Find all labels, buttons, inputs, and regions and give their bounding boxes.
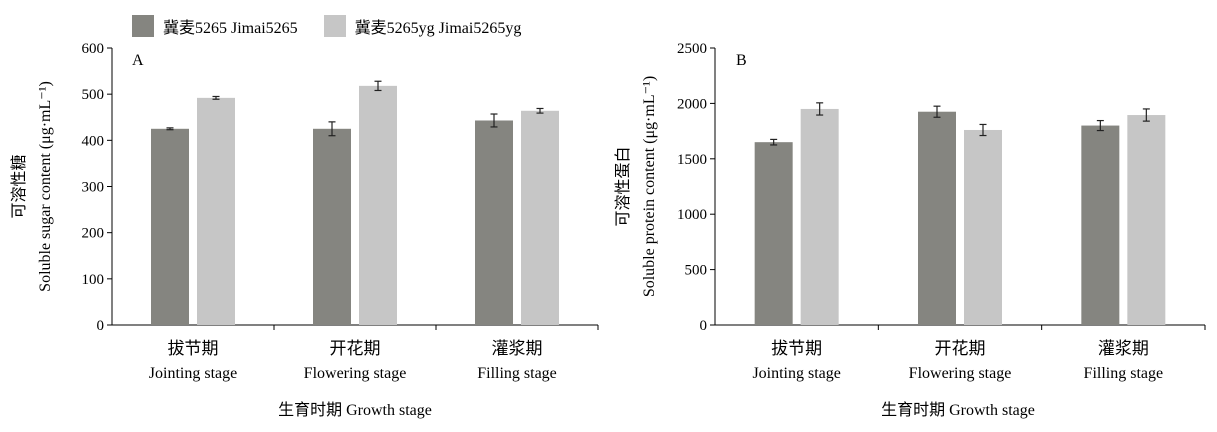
sugar-y-tick-label: 500: [82, 87, 105, 103]
protein-y-tick-label: 1500: [677, 152, 707, 168]
legend-swatch-jimai5265: [132, 15, 154, 37]
sugar-category-label-en: Jointing stage: [149, 365, 237, 382]
sugar-y-axis-title-en: Soluble sugar content (μg·mL⁻¹): [37, 81, 54, 292]
sugar-bar: [475, 120, 513, 326]
protein-y-tick-label: 2000: [677, 96, 707, 112]
sugar-category-label-zh: 开花期: [330, 339, 381, 358]
chart-legend: 冀麦5265 Jimai5265 冀麦5265yg Jimai5265yg: [132, 12, 547, 40]
legend-label-jimai5265: 冀麦5265 Jimai5265: [163, 20, 298, 37]
sugar-y-tick-label: 300: [82, 180, 105, 196]
sugar-content-chart: 0 100 200 300 400 500 600 A 拔节期 Jointing stage 开花期…: [10, 41, 599, 419]
legend-label-jimai5265yg: 冀麦5265yg Jimai5265yg: [354, 20, 522, 37]
protein-bar: [1081, 125, 1120, 325]
legend-item-jimai5265: 冀麦5265 Jimai5265: [132, 14, 298, 38]
sugar-y-axis-title-zh: 可溶性糖: [10, 154, 28, 218]
sugar-bar: [151, 128, 189, 325]
legend-swatch-jimai5265yg: [323, 15, 346, 37]
sugar-y-tick-label: 200: [82, 226, 105, 242]
sugar-bar: [521, 110, 559, 325]
legend-item-jimai5265yg: 冀麦5265yg Jimai5265yg: [323, 14, 522, 38]
protein-category-label-zh: 拔节期: [771, 339, 822, 358]
protein-content-chart: 0 500 1000 1500 2000 2500 B 拔节期 Jointing stage 开花…: [614, 41, 1206, 419]
protein-bar: [1127, 115, 1166, 325]
sugar-category-label-zh: 灌浆期: [492, 339, 543, 358]
sugar-bar: [197, 97, 235, 325]
protein-bar: [800, 108, 839, 325]
protein-x-axis-title: 生育时期 Growth stage: [881, 401, 1035, 419]
sugar-category-label-en: Flowering stage: [304, 365, 407, 382]
sugar-bar: [359, 85, 397, 326]
sugar-y-tick-label: 600: [82, 41, 105, 57]
protein-bar: [918, 111, 956, 326]
sugar-y-tick-label: 0: [97, 318, 105, 334]
protein-y-tick-label: 0: [700, 318, 708, 334]
protein-y-axis-title-en: Soluble protein content (μg·mL⁻¹): [641, 76, 658, 297]
protein-y-tick-label: 1000: [677, 207, 707, 223]
protein-y-tick-label: 500: [685, 263, 708, 279]
protein-category-label-zh: 开花期: [935, 339, 986, 358]
sugar-category-label-en: Filling stage: [477, 365, 557, 382]
sugar-panel-label: A: [132, 52, 144, 69]
protein-category-label-en: Flowering stage: [909, 365, 1012, 382]
protein-bar: [964, 129, 1002, 325]
sugar-category-label-zh: 拔节期: [168, 339, 219, 358]
sugar-y-tick-label: 100: [82, 272, 105, 288]
sugar-x-axis-title: 生育时期 Growth stage: [278, 401, 432, 419]
sugar-y-tick-label: 400: [82, 133, 105, 149]
protein-y-axis-title-zh: 可溶性蛋白: [614, 146, 632, 226]
protein-bar: [754, 142, 793, 325]
protein-category-label-zh: 灌浆期: [1098, 339, 1149, 358]
protein-category-label-en: Filling stage: [1084, 365, 1164, 382]
protein-panel-label: B: [736, 52, 747, 69]
protein-y-tick-label: 2500: [677, 41, 707, 57]
protein-category-label-en: Jointing stage: [752, 365, 840, 382]
sugar-bar: [313, 128, 351, 325]
